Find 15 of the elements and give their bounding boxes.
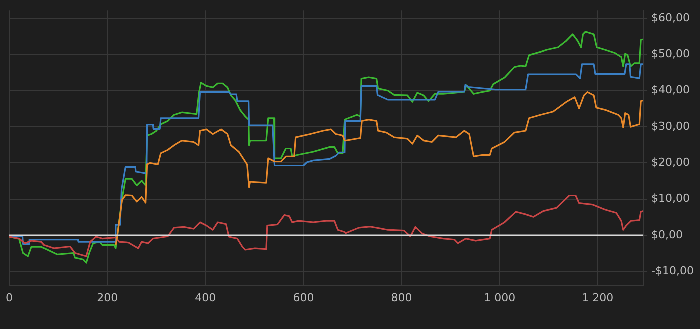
x-tick-label: 0 <box>6 291 13 304</box>
x-tick-label: 400 <box>195 291 216 304</box>
x-tick-label: 1 200 <box>582 291 614 304</box>
y-tick-label: $20,00 <box>652 156 690 170</box>
y-tick-label: -$10,00 <box>652 264 694 278</box>
y-tick-label: $60,00 <box>652 11 690 24</box>
y-tick-label: $30,00 <box>652 120 690 133</box>
x-tick-label: 200 <box>97 291 118 304</box>
x-tick-label: 1 000 <box>484 291 516 304</box>
x-tick-label: 800 <box>391 291 412 304</box>
y-tick-label: $0,00 <box>652 228 684 242</box>
y-tick-label: $50,00 <box>652 48 690 61</box>
y-tick-label: $40,00 <box>652 84 690 97</box>
x-tick-label: 600 <box>293 291 314 304</box>
y-tick-label: $10,00 <box>652 192 690 206</box>
